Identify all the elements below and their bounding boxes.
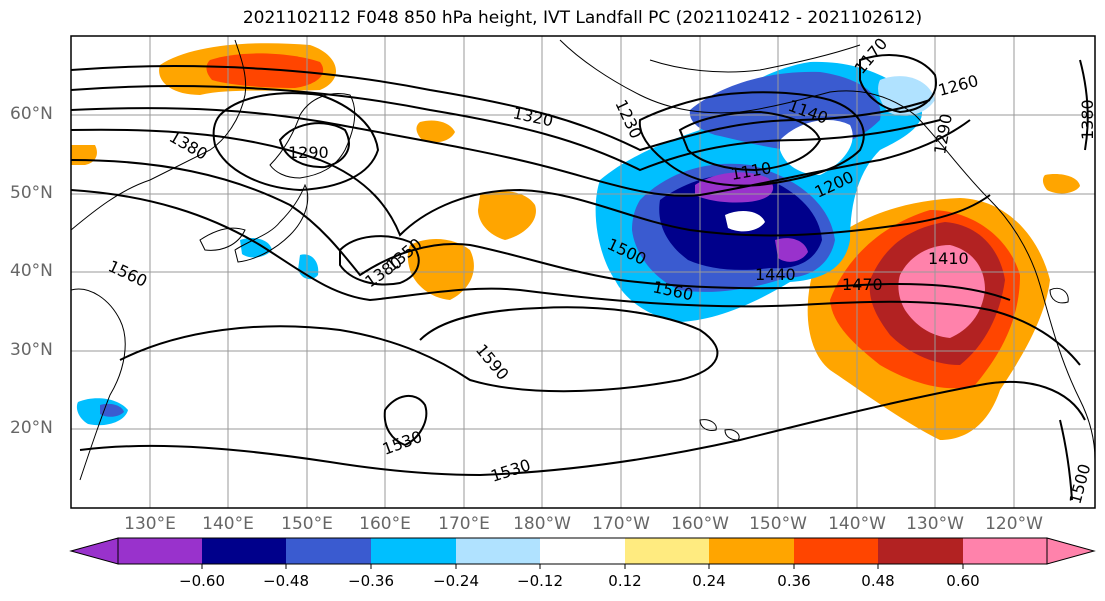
colorbar-tick-label: −0.36	[348, 572, 394, 590]
colorbar-tick-label: −0.24	[433, 572, 479, 590]
longitude-label: 160°W	[671, 514, 729, 534]
latitude-label: 40°N	[10, 261, 53, 281]
colorbar-tick-label: 0.36	[777, 572, 811, 590]
colorbar-tick-label: −0.48	[263, 572, 309, 590]
longitude-label: 180°W	[513, 514, 571, 534]
longitude-label: 130°W	[906, 514, 964, 534]
contour-label: 1410	[928, 249, 969, 268]
latitude-label: 30°N	[10, 340, 53, 360]
longitude-label: 140°E	[202, 514, 254, 534]
latitude-label: 60°N	[10, 104, 53, 124]
colorbar-tick-label: 0.48	[861, 572, 895, 590]
colorbar-swatch	[371, 538, 456, 564]
colorbar-swatch	[709, 538, 794, 564]
colorbar-swatch	[456, 538, 540, 564]
colorbar-low-extend	[69, 537, 119, 565]
latitude-label: 20°N	[10, 418, 53, 438]
colorbar-swatch	[118, 538, 202, 564]
longitude-label: 130°E	[124, 514, 176, 534]
contour-label: 1470	[842, 275, 883, 294]
colorbar-swatch	[202, 538, 286, 564]
map-title: 2021102112 F048 850 hPa height, IVT Land…	[242, 8, 923, 28]
longitude-label: 150°W	[749, 514, 807, 534]
colorbar-swatch	[878, 538, 963, 564]
colorbar	[69, 537, 1096, 569]
colorbar-swatch	[794, 538, 878, 564]
contour-label: 1440	[755, 265, 796, 284]
longitude-label: 120°W	[985, 514, 1043, 534]
colorbar-high-extend	[1046, 537, 1096, 565]
contour-label: 1290	[288, 143, 329, 162]
colorbar-tick-label: 0.12	[608, 572, 642, 590]
map-frame	[70, 35, 1096, 509]
colorbar-tick-label: 0.60	[946, 572, 980, 590]
longitude-label: 170°W	[592, 514, 650, 534]
contour-label: 1380	[1078, 99, 1097, 140]
coastlines	[71, 39, 1095, 481]
colorbar-swatch	[963, 538, 1047, 564]
colorbar-swatch	[625, 538, 709, 564]
colorbar-tick-label: 0.24	[692, 572, 726, 590]
longitude-label: 170°E	[438, 514, 490, 534]
latitude-label: 50°N	[10, 183, 53, 203]
colorbar-swatch	[540, 538, 625, 564]
colorbar-tick-label: −0.60	[179, 572, 225, 590]
longitude-label: 150°E	[281, 514, 333, 534]
height-contours	[71, 54, 1089, 501]
colorbar-swatch	[286, 538, 371, 564]
longitude-label: 160°E	[359, 514, 411, 534]
colorbar-tick-label: −0.12	[517, 572, 563, 590]
longitude-label: 140°W	[828, 514, 886, 534]
